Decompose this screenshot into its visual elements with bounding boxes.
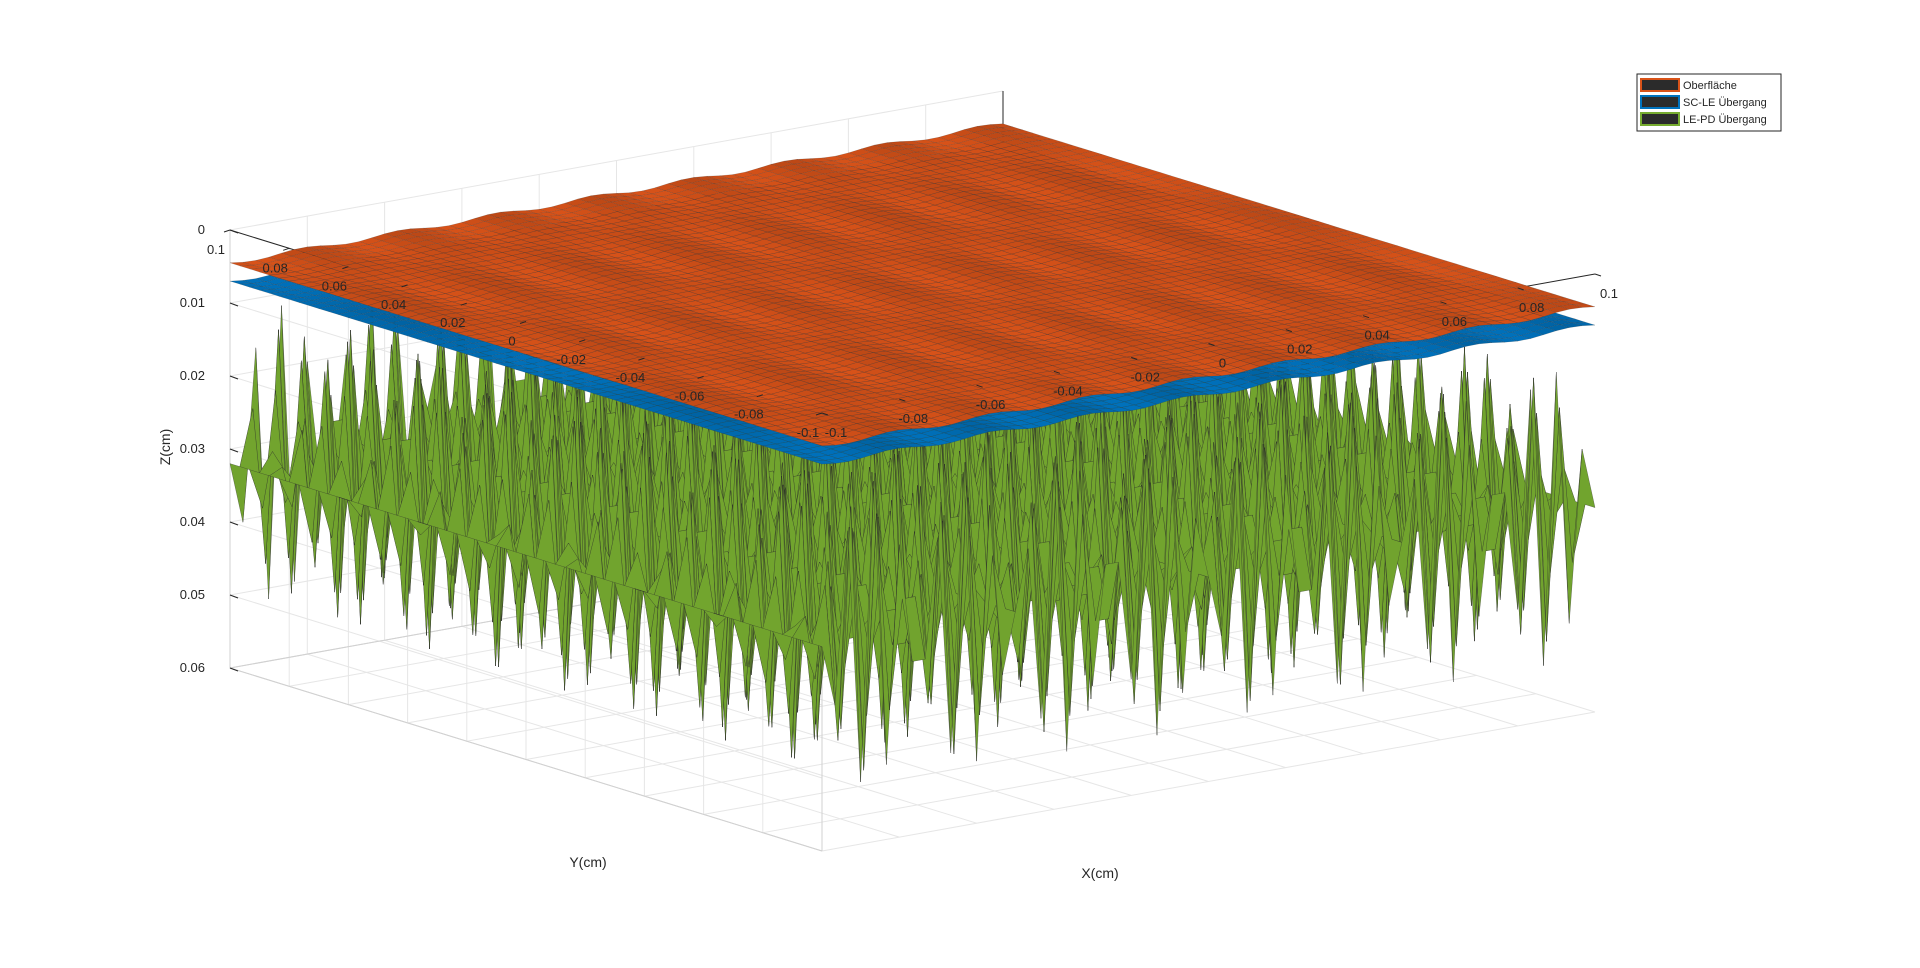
surfaces <box>230 124 1595 782</box>
